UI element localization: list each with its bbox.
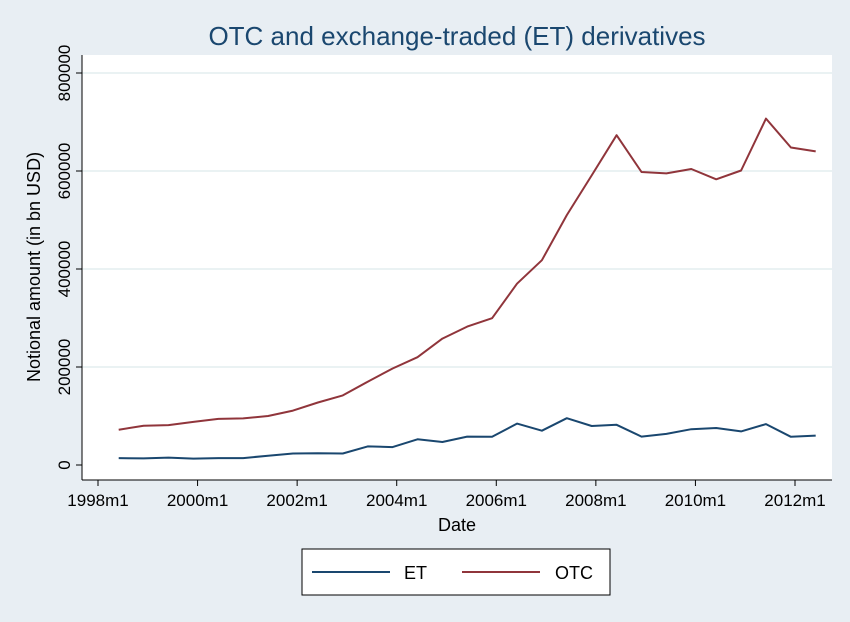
y-axis: 0 200000 400000 600000 800000 [55, 45, 83, 480]
x-tick-label: 2010m1 [665, 491, 726, 510]
y-tick-label: 600000 [55, 143, 74, 200]
y-tick-label: 800000 [55, 45, 74, 102]
grid-lines [82, 72, 832, 368]
y-tick-label: 400000 [55, 241, 74, 298]
x-tick-label: 2000m1 [167, 491, 228, 510]
x-tick-label: 2002m1 [266, 491, 327, 510]
chart-title: OTC and exchange-traded (ET) derivatives [208, 21, 705, 51]
x-axis: 1998m1 2000m1 2002m1 2004m1 2006m1 2008m1 2010… [67, 479, 832, 510]
x-tick-label: 2012m1 [764, 491, 825, 510]
series-line-et [118, 417, 816, 460]
x-tick-label: 1998m1 [67, 491, 128, 510]
legend: ET OTC [301, 548, 611, 596]
x-tick-label: 2006m1 [466, 491, 527, 510]
y-tick-label: 0 [55, 460, 74, 469]
x-tick-label: 2008m1 [565, 491, 626, 510]
x-tick-label: 2004m1 [366, 491, 427, 510]
legend-label: ET [404, 563, 427, 583]
y-axis-label: Notional amount (in bn USD) [24, 152, 44, 382]
y-tick-label: 200000 [55, 339, 74, 396]
legend-label: OTC [555, 563, 593, 583]
series-line-otc [118, 117, 816, 431]
plot-area [82, 55, 832, 480]
series-lines [118, 117, 816, 460]
x-axis-label: Date [438, 515, 476, 535]
